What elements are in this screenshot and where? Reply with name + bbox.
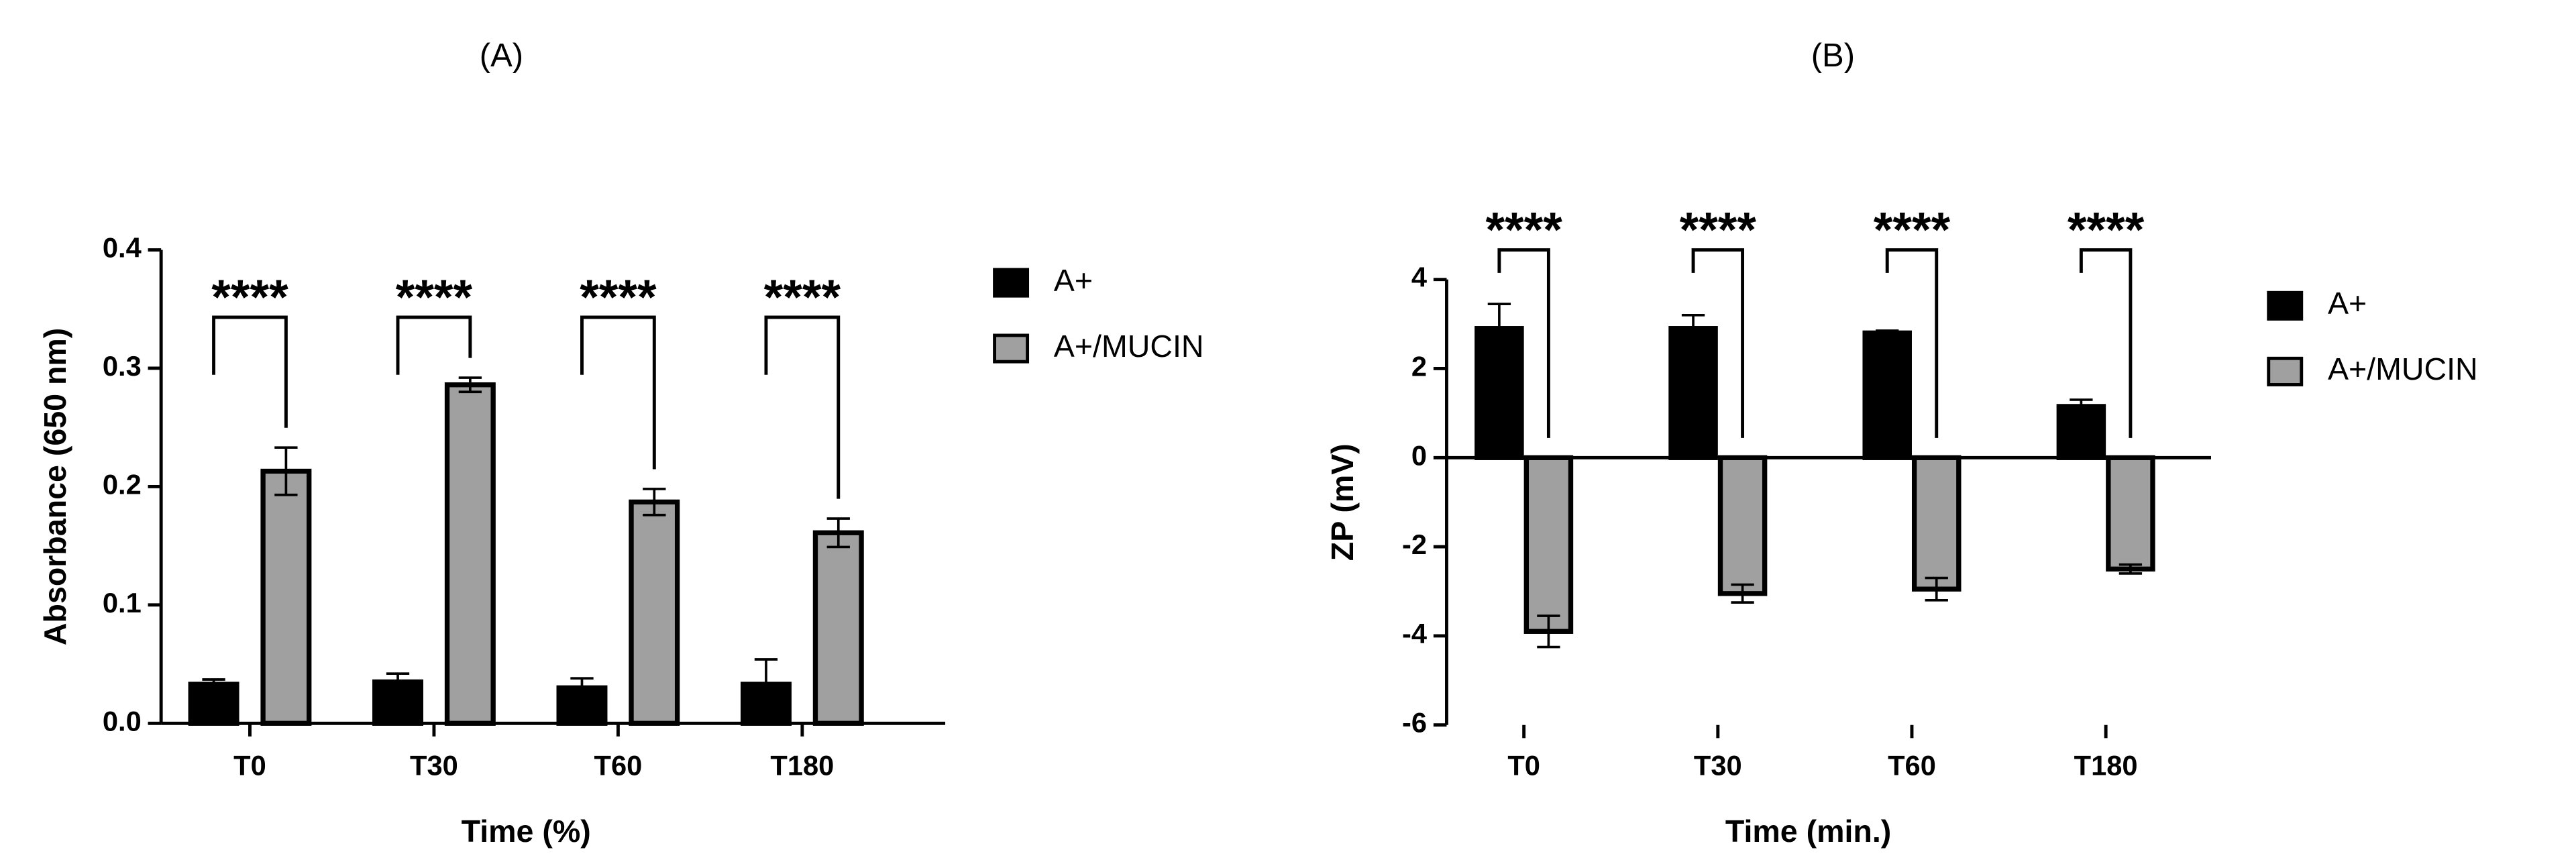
significance-bracket <box>1497 248 1550 438</box>
bar <box>260 468 312 726</box>
error-bar <box>274 446 298 496</box>
bar <box>1862 330 1912 460</box>
legend-label: A+/MUCIN <box>2328 351 2478 386</box>
significance-label: **** <box>1485 201 1562 257</box>
legend-label: A+/MUCIN <box>1054 329 1204 364</box>
significance-bracket <box>396 315 472 375</box>
legend-swatch <box>993 268 1030 298</box>
y-tick-label: -4 <box>1402 618 1427 649</box>
significance-bracket <box>1691 248 1745 438</box>
x-tick-label: T60 <box>594 749 643 781</box>
significance-label: **** <box>1874 201 1951 257</box>
significance-label: **** <box>2068 201 2145 257</box>
x-axis-label: Time (%) <box>462 814 591 849</box>
bar <box>1474 326 1524 460</box>
error-bar <box>1487 303 1511 355</box>
bar <box>2106 455 2155 572</box>
x-tick-label: T180 <box>770 749 834 781</box>
error-bar <box>2118 563 2143 575</box>
error-bar <box>1876 329 1899 337</box>
y-tick-label: 2 <box>1411 350 1427 382</box>
y-tick-label: 0 <box>1411 439 1427 471</box>
y-tick-label: 0.1 <box>103 587 142 618</box>
bar <box>444 382 496 726</box>
error-bar <box>643 488 666 517</box>
error-bar <box>754 658 778 710</box>
bar <box>1717 455 1768 596</box>
error-bar <box>826 517 850 549</box>
bar <box>812 530 864 726</box>
x-tick-label: T60 <box>1888 749 1936 781</box>
significance-bracket <box>2079 248 2133 438</box>
y-tick-label: 0.2 <box>103 468 142 500</box>
y-tick-label: 0.0 <box>103 705 142 737</box>
y-axis-label: ZP (mV) <box>1325 443 1360 561</box>
y-axis-label: Absorbance (650 nm) <box>38 328 72 645</box>
significance-bracket <box>764 315 841 499</box>
error-bar <box>458 376 482 394</box>
y-tick-label: 0.4 <box>103 232 142 264</box>
bar <box>1911 455 1962 592</box>
bar <box>1523 455 1574 634</box>
significance-bracket <box>580 315 656 470</box>
x-axis-label: Time (min.) <box>1725 814 1891 849</box>
x-tick-label: T30 <box>1694 749 1742 781</box>
error-bar <box>570 677 594 699</box>
bar <box>629 499 680 726</box>
significance-label: **** <box>1680 201 1757 257</box>
legend-label: A+ <box>2328 286 2367 321</box>
legend-swatch <box>2267 356 2304 386</box>
error-bar <box>1731 583 1754 604</box>
significance-label: **** <box>396 269 473 325</box>
bar <box>1668 326 1718 460</box>
y-tick-label: -6 <box>1402 707 1427 739</box>
error-bar <box>1925 576 1948 602</box>
significance-bracket <box>212 315 288 428</box>
legend-label: A+ <box>1054 263 1093 298</box>
error-bar <box>2070 398 2093 415</box>
x-tick-label: T180 <box>2074 749 2138 781</box>
error-bar <box>1681 313 1705 343</box>
x-tick-label: T0 <box>1507 749 1540 781</box>
x-tick-label: T30 <box>410 749 458 781</box>
significance-bracket <box>1885 248 1939 438</box>
chart-title: (B) <box>1811 38 1855 74</box>
error-bar <box>202 678 225 690</box>
error-bar <box>1537 614 1560 649</box>
legend-swatch <box>993 333 1030 364</box>
bar <box>556 685 608 726</box>
y-tick-label: 0.3 <box>103 350 142 382</box>
y-tick-label: -2 <box>1402 529 1427 560</box>
chart-title: (A) <box>480 38 523 74</box>
significance-label: **** <box>580 269 657 325</box>
y-tick-label: 4 <box>1411 262 1427 293</box>
significance-label: **** <box>211 269 288 325</box>
legend-swatch <box>2267 290 2304 321</box>
significance-label: **** <box>764 269 841 325</box>
error-bar <box>386 672 410 692</box>
x-tick-label: T0 <box>233 749 266 781</box>
